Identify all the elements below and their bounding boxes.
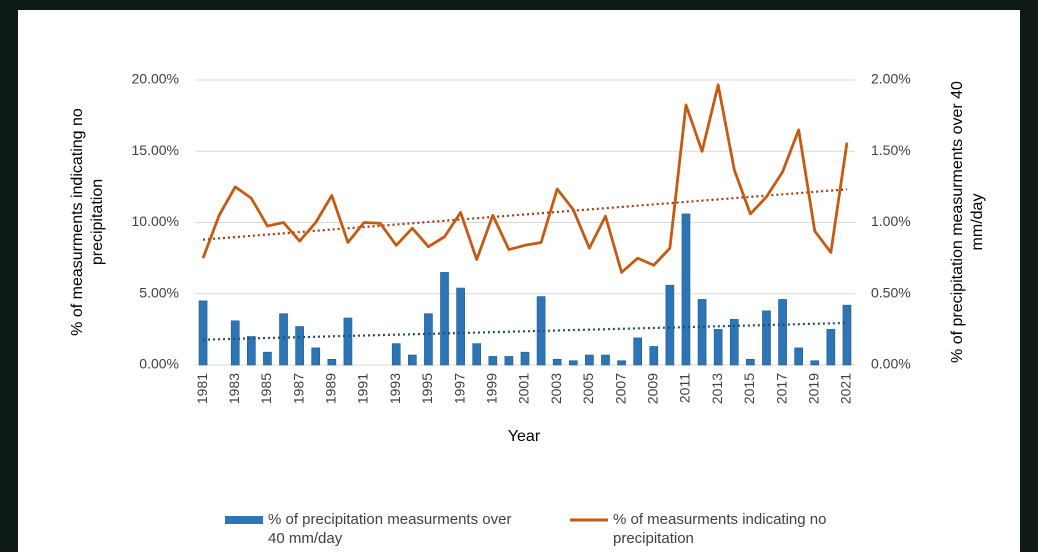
- bar: [504, 356, 514, 366]
- y-tick-label: 10.00%: [132, 213, 179, 229]
- x-tick-label: 2011: [677, 373, 693, 403]
- bar: [552, 358, 562, 366]
- bar: [729, 319, 739, 366]
- bar: [472, 343, 482, 366]
- legend-entry: % of measurments indicating no precipita…: [613, 511, 827, 547]
- y-tick-label: 5.00%: [139, 284, 179, 300]
- bar: [311, 347, 321, 366]
- x-tick-label: 1987: [290, 373, 306, 404]
- x-tick-label: 1983: [226, 373, 242, 404]
- bar: [617, 360, 626, 366]
- legend-entry: % of precipitation measurments over 40 m…: [268, 511, 512, 547]
- x-tick-label: 1981: [194, 373, 210, 404]
- bar: [279, 313, 288, 366]
- bar: [536, 296, 546, 366]
- x-tick-label: 2015: [741, 373, 757, 404]
- y2-tick-label: 2.00%: [871, 71, 911, 87]
- bar: [568, 360, 578, 366]
- bar: [746, 358, 755, 366]
- bar: [407, 354, 417, 366]
- y-axis-title: % of measurments indicating no precipita…: [69, 108, 106, 336]
- x-tick-label: 2017: [773, 373, 789, 404]
- bar: [295, 326, 304, 366]
- bar: [343, 317, 353, 366]
- bar: [633, 337, 643, 366]
- bar: [665, 284, 675, 366]
- bar: [327, 358, 337, 366]
- bar: [488, 356, 498, 366]
- bar: [198, 300, 208, 366]
- y2-tick-label: 0.50%: [871, 284, 911, 300]
- y2-axis-title: % of precipitation measurments over 40 m…: [949, 81, 986, 363]
- bar: [826, 329, 836, 366]
- bar: [520, 351, 530, 366]
- chart-frame: [18, 10, 1020, 552]
- x-tick-label: 1993: [387, 373, 403, 404]
- legend-label: % of measurments indicating no precipita…: [613, 511, 827, 547]
- trendline: [203, 321, 847, 341]
- bar: [263, 351, 272, 366]
- x-tick-label: 1995: [419, 373, 435, 404]
- bar: [649, 346, 659, 366]
- x-tick-label: 2001: [516, 373, 532, 404]
- bar: [697, 299, 707, 366]
- bar: [713, 329, 723, 366]
- bar: [681, 213, 691, 366]
- y2-tick-label: 1.00%: [871, 213, 911, 229]
- x-tick-label: 2003: [548, 373, 564, 404]
- bar: [778, 299, 787, 366]
- bar: [601, 354, 610, 366]
- bar: [391, 343, 401, 366]
- y2-tick-label: 1.50%: [871, 142, 911, 158]
- x-tick-label: 2007: [612, 373, 628, 404]
- bar: [810, 360, 820, 366]
- y-tick-label: 20.00%: [132, 71, 179, 87]
- bar: [230, 320, 240, 366]
- x-tick-label: 1991: [355, 373, 371, 404]
- x-tick-label: 1985: [258, 373, 274, 404]
- bar: [585, 354, 594, 366]
- bar: [424, 313, 433, 366]
- x-tick-label: 1999: [484, 373, 500, 404]
- x-tick-label: 2021: [838, 373, 854, 404]
- y-tick-label: 15.00%: [132, 142, 179, 158]
- bar: [762, 310, 771, 366]
- bar: [794, 347, 803, 366]
- y-tick-label: 0.00%: [139, 356, 179, 372]
- legend-label: % of precipitation measurments over 40 m…: [268, 511, 512, 547]
- x-tick-label: 2005: [580, 373, 596, 404]
- x-tick-label: 2013: [709, 373, 725, 404]
- legend-swatch: [225, 516, 263, 524]
- x-tick-label: 2019: [805, 373, 821, 404]
- bar: [440, 272, 449, 366]
- x-tick-label: 1997: [451, 373, 467, 404]
- x-axis-title: Year: [508, 428, 541, 445]
- bar: [456, 287, 465, 366]
- bar: [247, 336, 256, 366]
- bar: [842, 304, 852, 366]
- y2-tick-label: 0.00%: [871, 356, 911, 372]
- x-tick-label: 2009: [644, 373, 660, 404]
- line: [201, 83, 849, 274]
- x-tick-label: 1989: [323, 373, 339, 404]
